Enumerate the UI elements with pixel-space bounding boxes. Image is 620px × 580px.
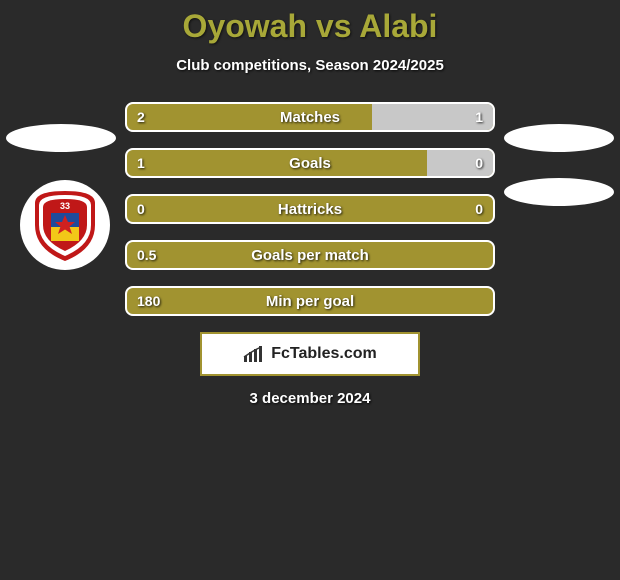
stat-label: Matches — [127, 109, 493, 126]
svg-text:33: 33 — [60, 201, 70, 211]
stat-row: 180 Min per goal — [125, 286, 495, 316]
player-left-ellipse-top — [6, 124, 116, 152]
stat-label: Goals — [127, 155, 493, 172]
player-right-ellipse-mid — [504, 178, 614, 206]
stat-row: 1 Goals 0 — [125, 148, 495, 178]
club-badge: 33 — [20, 180, 110, 270]
stat-row: 0.5 Goals per match — [125, 240, 495, 270]
player-right-ellipse-top — [504, 124, 614, 152]
stat-row: 0 Hattricks 0 — [125, 194, 495, 224]
stats-rows: 2 Matches 1 1 Goals 0 0 Hattricks 0 0.5 … — [125, 102, 495, 316]
club-badge-svg: 33 — [25, 185, 105, 265]
date-label: 3 december 2024 — [0, 390, 620, 407]
stat-label: Hattricks — [127, 201, 493, 218]
page-title: Oyowah vs Alabi — [0, 8, 620, 45]
brand-label: FcTables.com — [271, 345, 377, 363]
brand-box: FcTables.com — [200, 332, 420, 376]
stat-label: Min per goal — [127, 293, 493, 310]
stat-label: Goals per match — [127, 247, 493, 264]
stat-row: 2 Matches 1 — [125, 102, 495, 132]
chart-icon — [243, 345, 265, 363]
subtitle: Club competitions, Season 2024/2025 — [0, 57, 620, 74]
